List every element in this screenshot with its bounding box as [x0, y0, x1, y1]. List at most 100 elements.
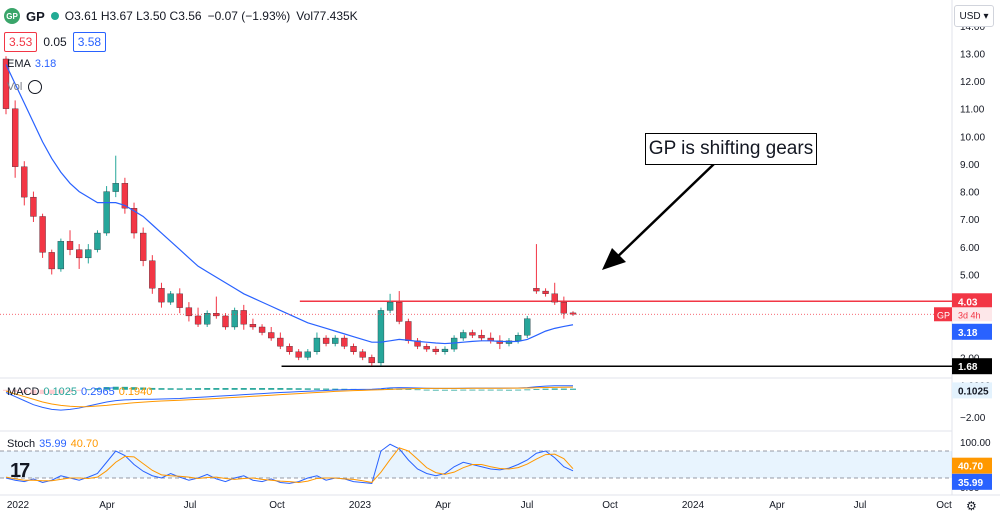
- tradingview-logo-icon: 17: [10, 460, 30, 482]
- candle-body: [240, 310, 247, 325]
- candle-body: [542, 290, 549, 294]
- countdown-label: 3d 4h: [958, 310, 981, 320]
- candle-body: [158, 288, 165, 303]
- symbol-label[interactable]: GP: [26, 8, 45, 24]
- resistance-price-tag: 4.03: [958, 297, 978, 308]
- ema-legend[interactable]: EMA 3.18: [7, 58, 56, 70]
- candle-body: [560, 301, 568, 314]
- time-tick-label: Apr: [435, 500, 451, 511]
- macd-histogram-bar: [131, 387, 138, 390]
- ema-price-tag: 3.18: [958, 328, 978, 339]
- macd-histogram-bar: [286, 388, 293, 390]
- candle-body: [432, 348, 439, 352]
- macd-histogram-bar: [423, 389, 430, 391]
- price-tick-label: 6.00: [960, 243, 980, 254]
- bid-button[interactable]: 3.53: [4, 32, 38, 52]
- macd-label: MACD: [7, 386, 40, 398]
- macd-histogram-bar: [103, 387, 110, 390]
- macd-histogram-bar: [240, 388, 247, 390]
- candle-body: [194, 315, 202, 325]
- candle-body: [249, 324, 257, 328]
- candle-body: [121, 183, 129, 209]
- support-price-tag-bg: [952, 358, 992, 375]
- stoch-k-value: 35.99: [39, 438, 67, 450]
- macd-histogram-bar: [21, 389, 28, 394]
- vol-legend[interactable]: Vol: [7, 80, 43, 94]
- candle-body: [533, 288, 540, 292]
- macd-histogram-bar: [542, 388, 549, 390]
- macd-tick-label: −2.00: [960, 413, 986, 424]
- price-tick-label: 14.00: [960, 22, 985, 33]
- candle-body: [341, 337, 348, 347]
- time-tick-label: Jul: [521, 500, 534, 511]
- macd-histogram-bar: [505, 389, 512, 391]
- macd-histogram-bar: [515, 389, 522, 391]
- macd-histogram-bar: [551, 388, 558, 390]
- settings-gear-icon[interactable]: ⚙: [966, 499, 977, 513]
- macd-histogram-bar: [323, 388, 330, 390]
- market-status-icon: [50, 12, 59, 20]
- macd-histogram-bar: [140, 387, 147, 390]
- annotation-arrow-line: [611, 162, 716, 263]
- candle-body: [39, 216, 46, 253]
- ask-button[interactable]: 3.58: [72, 32, 107, 52]
- price-tick-label: 12.00: [960, 77, 985, 88]
- macd-signal-line: [5, 386, 574, 408]
- stoch-d-tag-bg: [952, 457, 992, 474]
- candle-body: [167, 293, 174, 303]
- candle-body: [103, 191, 110, 234]
- chart-header: GP GP O3.61 H3.67 L3.50 C3.56 −0.07 (−1.…: [4, 6, 358, 26]
- macd-histogram-bar: [231, 388, 238, 390]
- stoch-k-line: [5, 443, 574, 484]
- annotation-arrow-head: [602, 248, 626, 270]
- price-tick-label: 8.00: [960, 188, 980, 199]
- last-price-symbol-bg: [934, 307, 952, 322]
- candle-body: [21, 166, 28, 198]
- macd-histogram-bar: [12, 389, 19, 392]
- candle-body: [11, 108, 19, 167]
- time-tick-label: Oct: [936, 500, 952, 511]
- macd-histogram-bar: [48, 389, 55, 395]
- candle-body: [85, 249, 92, 259]
- price-tick-label: 9.00: [960, 160, 980, 171]
- candle-body: [332, 337, 339, 344]
- currency-selector[interactable]: USD ▾: [954, 5, 994, 27]
- candle-body: [2, 58, 10, 109]
- stoch-d-tag: 40.70: [958, 462, 983, 473]
- candle-body: [304, 351, 311, 358]
- candle-body: [258, 326, 266, 333]
- macd-histogram-bar: [432, 389, 439, 391]
- time-tick-label: Jul: [184, 500, 197, 511]
- stoch-legend[interactable]: Stoch 35.99 40.70: [7, 438, 98, 450]
- macd-histogram-bar: [295, 388, 302, 390]
- candle-body: [405, 321, 412, 341]
- macd-histogram-bar: [76, 389, 83, 391]
- price-change: −0.07 (−1.93%): [207, 9, 291, 23]
- macd-histogram-bar: [204, 388, 211, 390]
- macd-histogram-bar: [185, 388, 192, 390]
- candle-body: [295, 351, 302, 358]
- candle-body: [204, 313, 211, 325]
- macd-histogram-bar: [149, 387, 156, 390]
- stoch-label: Stoch: [7, 438, 36, 450]
- candle-body: [386, 301, 394, 311]
- macd-histogram-bar: [195, 388, 202, 390]
- countdown-bg: [952, 307, 992, 322]
- macd-histogram-bar: [112, 386, 119, 390]
- macd-histogram-bar: [39, 389, 46, 395]
- candle-body: [322, 337, 330, 344]
- macd-histogram-bar: [57, 389, 64, 394]
- visibility-off-icon[interactable]: [28, 80, 43, 94]
- macd-histogram-bar: [487, 389, 494, 391]
- macd-histogram-bar: [167, 388, 174, 390]
- macd-legend[interactable]: MACD 0.1025 0.2965 0.1940: [7, 386, 152, 398]
- macd-value-tag: 0.1025: [958, 386, 989, 397]
- candle-body: [396, 301, 403, 322]
- resistance-price-tag-bg: [952, 293, 992, 310]
- macd-histogram-bar: [496, 389, 503, 391]
- stoch-k-tag: 35.99: [958, 478, 983, 489]
- macd-histogram-bar: [441, 389, 448, 391]
- candle-body: [277, 337, 284, 347]
- annotation-callout: GP is shifting gears: [645, 133, 817, 165]
